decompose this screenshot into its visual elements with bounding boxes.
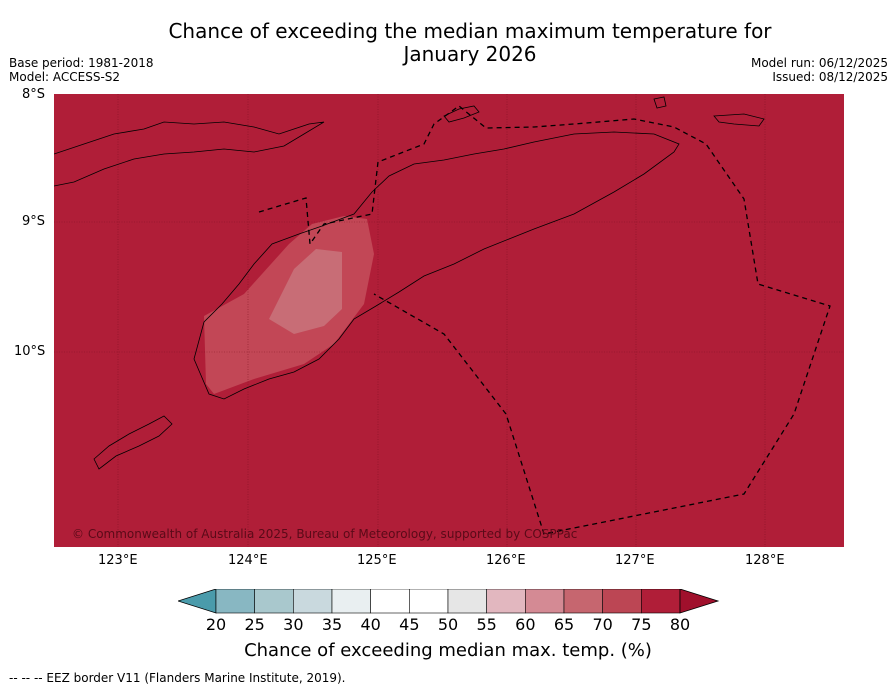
colorbar-tick-label: 45 <box>399 615 420 634</box>
lat-label-10s: 10°S <box>14 344 46 359</box>
colorbar-segment <box>370 589 410 614</box>
colorbar-tick-label: 80 <box>669 615 691 634</box>
eez-border <box>258 105 831 535</box>
lat-label-9s: 9°S <box>22 214 46 229</box>
colorbar-segments <box>215 589 681 614</box>
colorbar-tick-label: 75 <box>631 615 652 634</box>
lon-label-125e: 125°E <box>357 553 397 568</box>
colorbar-high-extend <box>679 589 720 614</box>
colorbar-segment <box>331 589 371 614</box>
islands-north-east <box>713 113 765 127</box>
map-title: Chance of exceeding the median maximum t… <box>120 20 820 66</box>
colorbar-tick-label: 65 <box>553 615 575 634</box>
base-period: Base period: 1981-2018 <box>9 56 154 70</box>
colorbar-low-extend <box>178 589 217 614</box>
timor-coastline <box>193 131 680 400</box>
colorbar-segment <box>293 589 333 614</box>
colorbar-tick-label: 25 <box>244 615 265 634</box>
colorbar-tick-label: 70 <box>592 615 613 634</box>
meta-right: Model run: 06/12/2025 Issued: 08/12/2025 <box>751 56 888 84</box>
colorbar-tick-label: 50 <box>437 615 459 634</box>
flores-coastline <box>54 121 325 187</box>
map-title-line1: Chance of exceeding the median maximum t… <box>168 19 772 43</box>
colorbar-label: Chance of exceeding median max. temp. (%… <box>244 640 652 661</box>
colorbar-tick-label: 30 <box>283 615 304 634</box>
colorbar-segment <box>525 589 565 614</box>
colorbar-segment <box>486 589 526 614</box>
model-name: Model: ACCESS-S2 <box>9 70 121 84</box>
rote-coastline <box>93 415 173 470</box>
meta-left: Base period: 1981-2018 Model: ACCESS-S2 <box>9 56 154 84</box>
map-background <box>54 94 844 547</box>
islands-wetar <box>443 105 480 123</box>
coastlines <box>54 96 765 470</box>
map-title-line2: January 2026 <box>403 42 537 66</box>
lon-label-123e: 123°E <box>98 553 138 568</box>
colorbar-segment <box>215 589 255 614</box>
colorbar-tick-label: 35 <box>321 615 343 634</box>
lon-label-124e: 124°E <box>228 553 268 568</box>
colorbar-tick-label: 55 <box>476 615 497 634</box>
issued-date: Issued: 08/12/2025 <box>772 70 888 84</box>
colorbar-segment <box>254 589 294 614</box>
probability-70-75-area <box>269 249 342 334</box>
colorbar-tick-label: 40 <box>360 615 381 634</box>
lon-label-126e: 126°E <box>486 553 526 568</box>
lat-label-8s: 8°S <box>22 87 46 102</box>
lon-label-127e: 127°E <box>615 553 655 568</box>
model-run: Model run: 06/12/2025 <box>750 56 888 70</box>
colorbar-segment <box>409 589 449 614</box>
colorbar-segment <box>602 589 642 614</box>
colorbar <box>178 589 720 614</box>
lon-label-128e: 128°E <box>745 553 785 568</box>
colorbar-segment <box>447 589 487 614</box>
eez-footnote: -- -- -- EEZ border V11 (Flanders Marine… <box>9 671 346 685</box>
map-panel: © Commonwealth of Australia 2025, Bureau… <box>54 94 844 547</box>
map-credit: © Commonwealth of Australia 2025, Bureau… <box>72 527 577 541</box>
colorbar-tick-label: 60 <box>515 615 536 634</box>
islands-alor <box>653 96 667 109</box>
colorbar-segment <box>641 589 681 614</box>
colorbar-tick-label: 20 <box>205 615 227 634</box>
graticule <box>54 94 844 547</box>
colorbar-segment <box>563 589 603 614</box>
